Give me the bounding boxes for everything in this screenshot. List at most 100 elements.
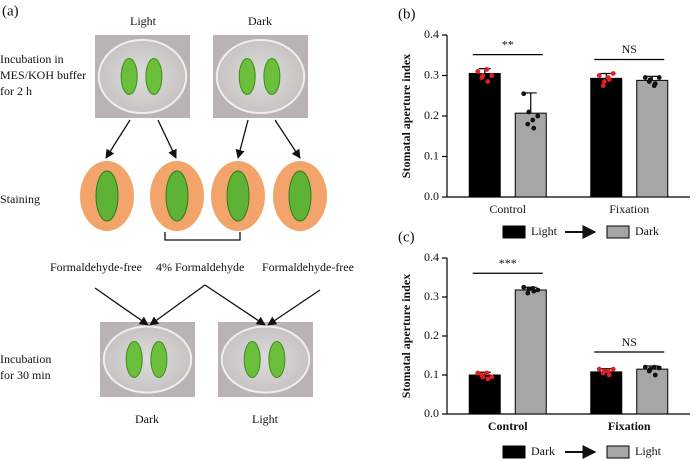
- legend-label: Dark: [635, 224, 659, 238]
- significance-label: ***: [499, 256, 517, 270]
- leaf: [263, 58, 281, 95]
- petri-dish: [220, 325, 311, 394]
- bar: [590, 77, 623, 198]
- data-point: [485, 79, 491, 84]
- data-point: [646, 368, 652, 374]
- bar: [636, 79, 669, 198]
- data-point: [651, 364, 657, 370]
- bar: [514, 112, 547, 198]
- arrow: [235, 119, 249, 159]
- panel-label: (a): [2, 3, 19, 19]
- data-point: [485, 376, 491, 382]
- significance-label: NS: [622, 335, 637, 349]
- leaf: [226, 170, 250, 222]
- data-point: [601, 79, 607, 84]
- bar: [468, 72, 501, 198]
- data-point: [651, 83, 657, 89]
- leaf: [268, 341, 286, 378]
- leaf: [238, 58, 256, 95]
- petri-dish: [97, 38, 188, 115]
- step-text: Staining: [0, 192, 40, 206]
- x-tick-label: Fixation: [608, 419, 651, 433]
- petri-dish: [102, 325, 193, 394]
- leaf: [288, 170, 312, 222]
- significance-label: **: [502, 37, 514, 51]
- y-tick-label: 0.1: [424, 148, 439, 162]
- treatment-text: Formaldehyde-free: [262, 260, 354, 274]
- data-point: [646, 79, 652, 84]
- leaf: [150, 341, 168, 378]
- data-point: [600, 83, 606, 89]
- bar: [590, 371, 623, 415]
- step-text: Incubation in: [0, 52, 64, 66]
- legend-swatch: [606, 445, 630, 459]
- data-point: [610, 366, 616, 372]
- data-point: [484, 370, 490, 376]
- data-point: [605, 368, 611, 374]
- data-point: [526, 286, 532, 292]
- data-point: [521, 284, 527, 290]
- data-point: [535, 287, 541, 293]
- y-tick-label: 0.2: [424, 328, 439, 342]
- data-point: [530, 286, 536, 291]
- leaf: [125, 341, 143, 378]
- arrow: [149, 284, 206, 326]
- data-point: [642, 364, 648, 370]
- data-point: [535, 113, 541, 119]
- data-point: [596, 366, 602, 372]
- arrow: [204, 284, 266, 326]
- y-tick-label: 0.4: [424, 250, 439, 264]
- bar: [514, 289, 547, 415]
- arrow: [274, 119, 301, 159]
- data-point: [489, 374, 495, 380]
- step-text: Incubation: [0, 352, 51, 366]
- x-tick-label: Control: [488, 419, 528, 433]
- data-point: [656, 365, 662, 371]
- panel-label: (c): [398, 229, 415, 245]
- data-point: [605, 75, 611, 80]
- error-bar: [524, 92, 537, 114]
- bar: [468, 374, 501, 415]
- data-point: [656, 75, 662, 80]
- data-point: [479, 372, 485, 378]
- x-tick-label: Control: [489, 202, 526, 216]
- data-point: [484, 67, 490, 72]
- data-point: [600, 370, 606, 376]
- x-tick-label: Fixation: [609, 202, 649, 216]
- treatment-text: 4% Formaldehyde: [156, 260, 244, 274]
- data-point: [489, 73, 495, 78]
- legend-label: Light: [531, 224, 558, 238]
- step-text: for 30 min: [0, 368, 51, 382]
- condition-label: Light: [130, 14, 157, 28]
- legend-label: Light: [635, 444, 662, 458]
- step-text: for 2 h: [0, 84, 32, 98]
- arrow: [94, 287, 149, 326]
- y-tick-label: 0.0: [424, 189, 439, 203]
- data-point: [526, 109, 532, 115]
- legend-swatch: [502, 225, 526, 239]
- step-text: MES/KOH buffer: [0, 68, 86, 82]
- arrow: [105, 119, 131, 159]
- arrow: [267, 289, 321, 326]
- diagram-panel: (a) Light Dark Incubation in MES/KOH buf…: [0, 3, 354, 425]
- arrow: [157, 119, 177, 159]
- legend-label: Dark: [531, 444, 555, 458]
- y-tick-label: 0.3: [424, 289, 439, 303]
- data-point: [525, 121, 531, 127]
- leaf: [165, 170, 189, 222]
- y-tick-label: 0.4: [424, 27, 439, 41]
- y-tick-label: 0.3: [424, 67, 439, 81]
- y-tick-label: 0.1: [424, 367, 439, 381]
- treatment-text: Formaldehyde-free: [50, 260, 142, 274]
- y-tick-label: 0.2: [424, 108, 439, 122]
- y-tick-label: 0.0: [424, 406, 439, 420]
- leaf: [95, 170, 119, 222]
- data-point: [610, 71, 616, 76]
- leaf: [243, 341, 261, 378]
- data-point: [475, 69, 481, 74]
- petri-dish: [215, 38, 306, 115]
- leaf: [145, 58, 163, 95]
- data-point: [606, 372, 612, 378]
- chart: (b) Stomatal aperture index 0.0 0.1 0.2 0.3 0.…: [398, 6, 690, 239]
